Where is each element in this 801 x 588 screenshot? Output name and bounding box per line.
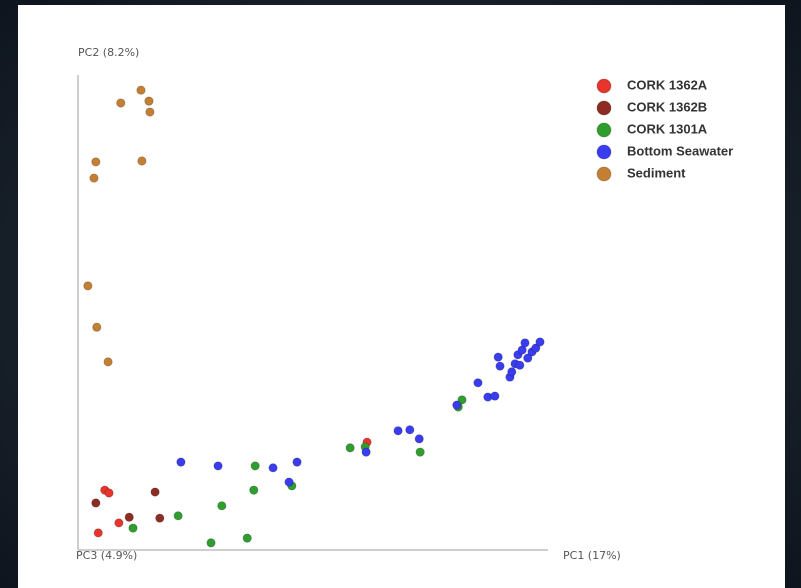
point: [136, 85, 146, 95]
legend: CORK 1362A CORK 1362B CORK 1301A Bottom Sea…: [596, 77, 733, 182]
legend-marker: [596, 144, 612, 160]
point: [176, 457, 186, 467]
point: [268, 463, 278, 473]
point: [249, 485, 259, 495]
legend-marker: [596, 100, 612, 116]
point: [250, 461, 260, 471]
point: [520, 338, 530, 348]
point: [92, 322, 102, 332]
point: [150, 487, 160, 497]
point: [507, 367, 517, 377]
point: [405, 425, 415, 435]
point: [116, 98, 126, 108]
x-axis-label: PC1 (17%): [563, 549, 621, 562]
point: [155, 513, 165, 523]
point: [144, 96, 154, 106]
point: [213, 461, 223, 471]
point: [535, 337, 545, 347]
legend-label: CORK 1301A: [627, 121, 708, 136]
point: [83, 281, 93, 291]
point: [473, 378, 483, 388]
point: [493, 352, 503, 362]
point: [114, 518, 124, 528]
point: [515, 360, 525, 370]
point: [345, 443, 355, 453]
point: [414, 434, 424, 444]
point: [91, 157, 101, 167]
point: [173, 511, 183, 521]
point: [103, 357, 113, 367]
point: [284, 477, 294, 487]
point: [124, 512, 134, 522]
point: [415, 447, 425, 457]
plot-panel: [18, 5, 785, 588]
point: [242, 533, 252, 543]
point: [523, 353, 533, 363]
point: [292, 457, 302, 467]
point: [145, 107, 155, 117]
legend-label: Bottom Seawater: [627, 143, 733, 158]
point: [393, 426, 403, 436]
z-axis-label: PC3 (4.9%): [76, 549, 137, 562]
point: [490, 391, 500, 401]
legend-label: Sediment: [627, 165, 686, 180]
point: [93, 528, 103, 538]
legend-marker: [596, 166, 612, 182]
point: [91, 498, 101, 508]
point: [495, 361, 505, 371]
y-axis-label: PC2 (8.2%): [78, 46, 139, 59]
point: [104, 488, 114, 498]
point: [531, 343, 541, 353]
legend-marker: [596, 78, 612, 94]
legend-label: CORK 1362A: [627, 77, 708, 92]
point: [206, 538, 216, 548]
point: [128, 523, 138, 533]
point: [361, 447, 371, 457]
point: [452, 400, 462, 410]
point: [217, 501, 227, 511]
point: [137, 156, 147, 166]
legend-label: CORK 1362B: [627, 99, 707, 114]
point: [89, 173, 99, 183]
point: [457, 395, 467, 405]
legend-marker: [596, 122, 612, 138]
